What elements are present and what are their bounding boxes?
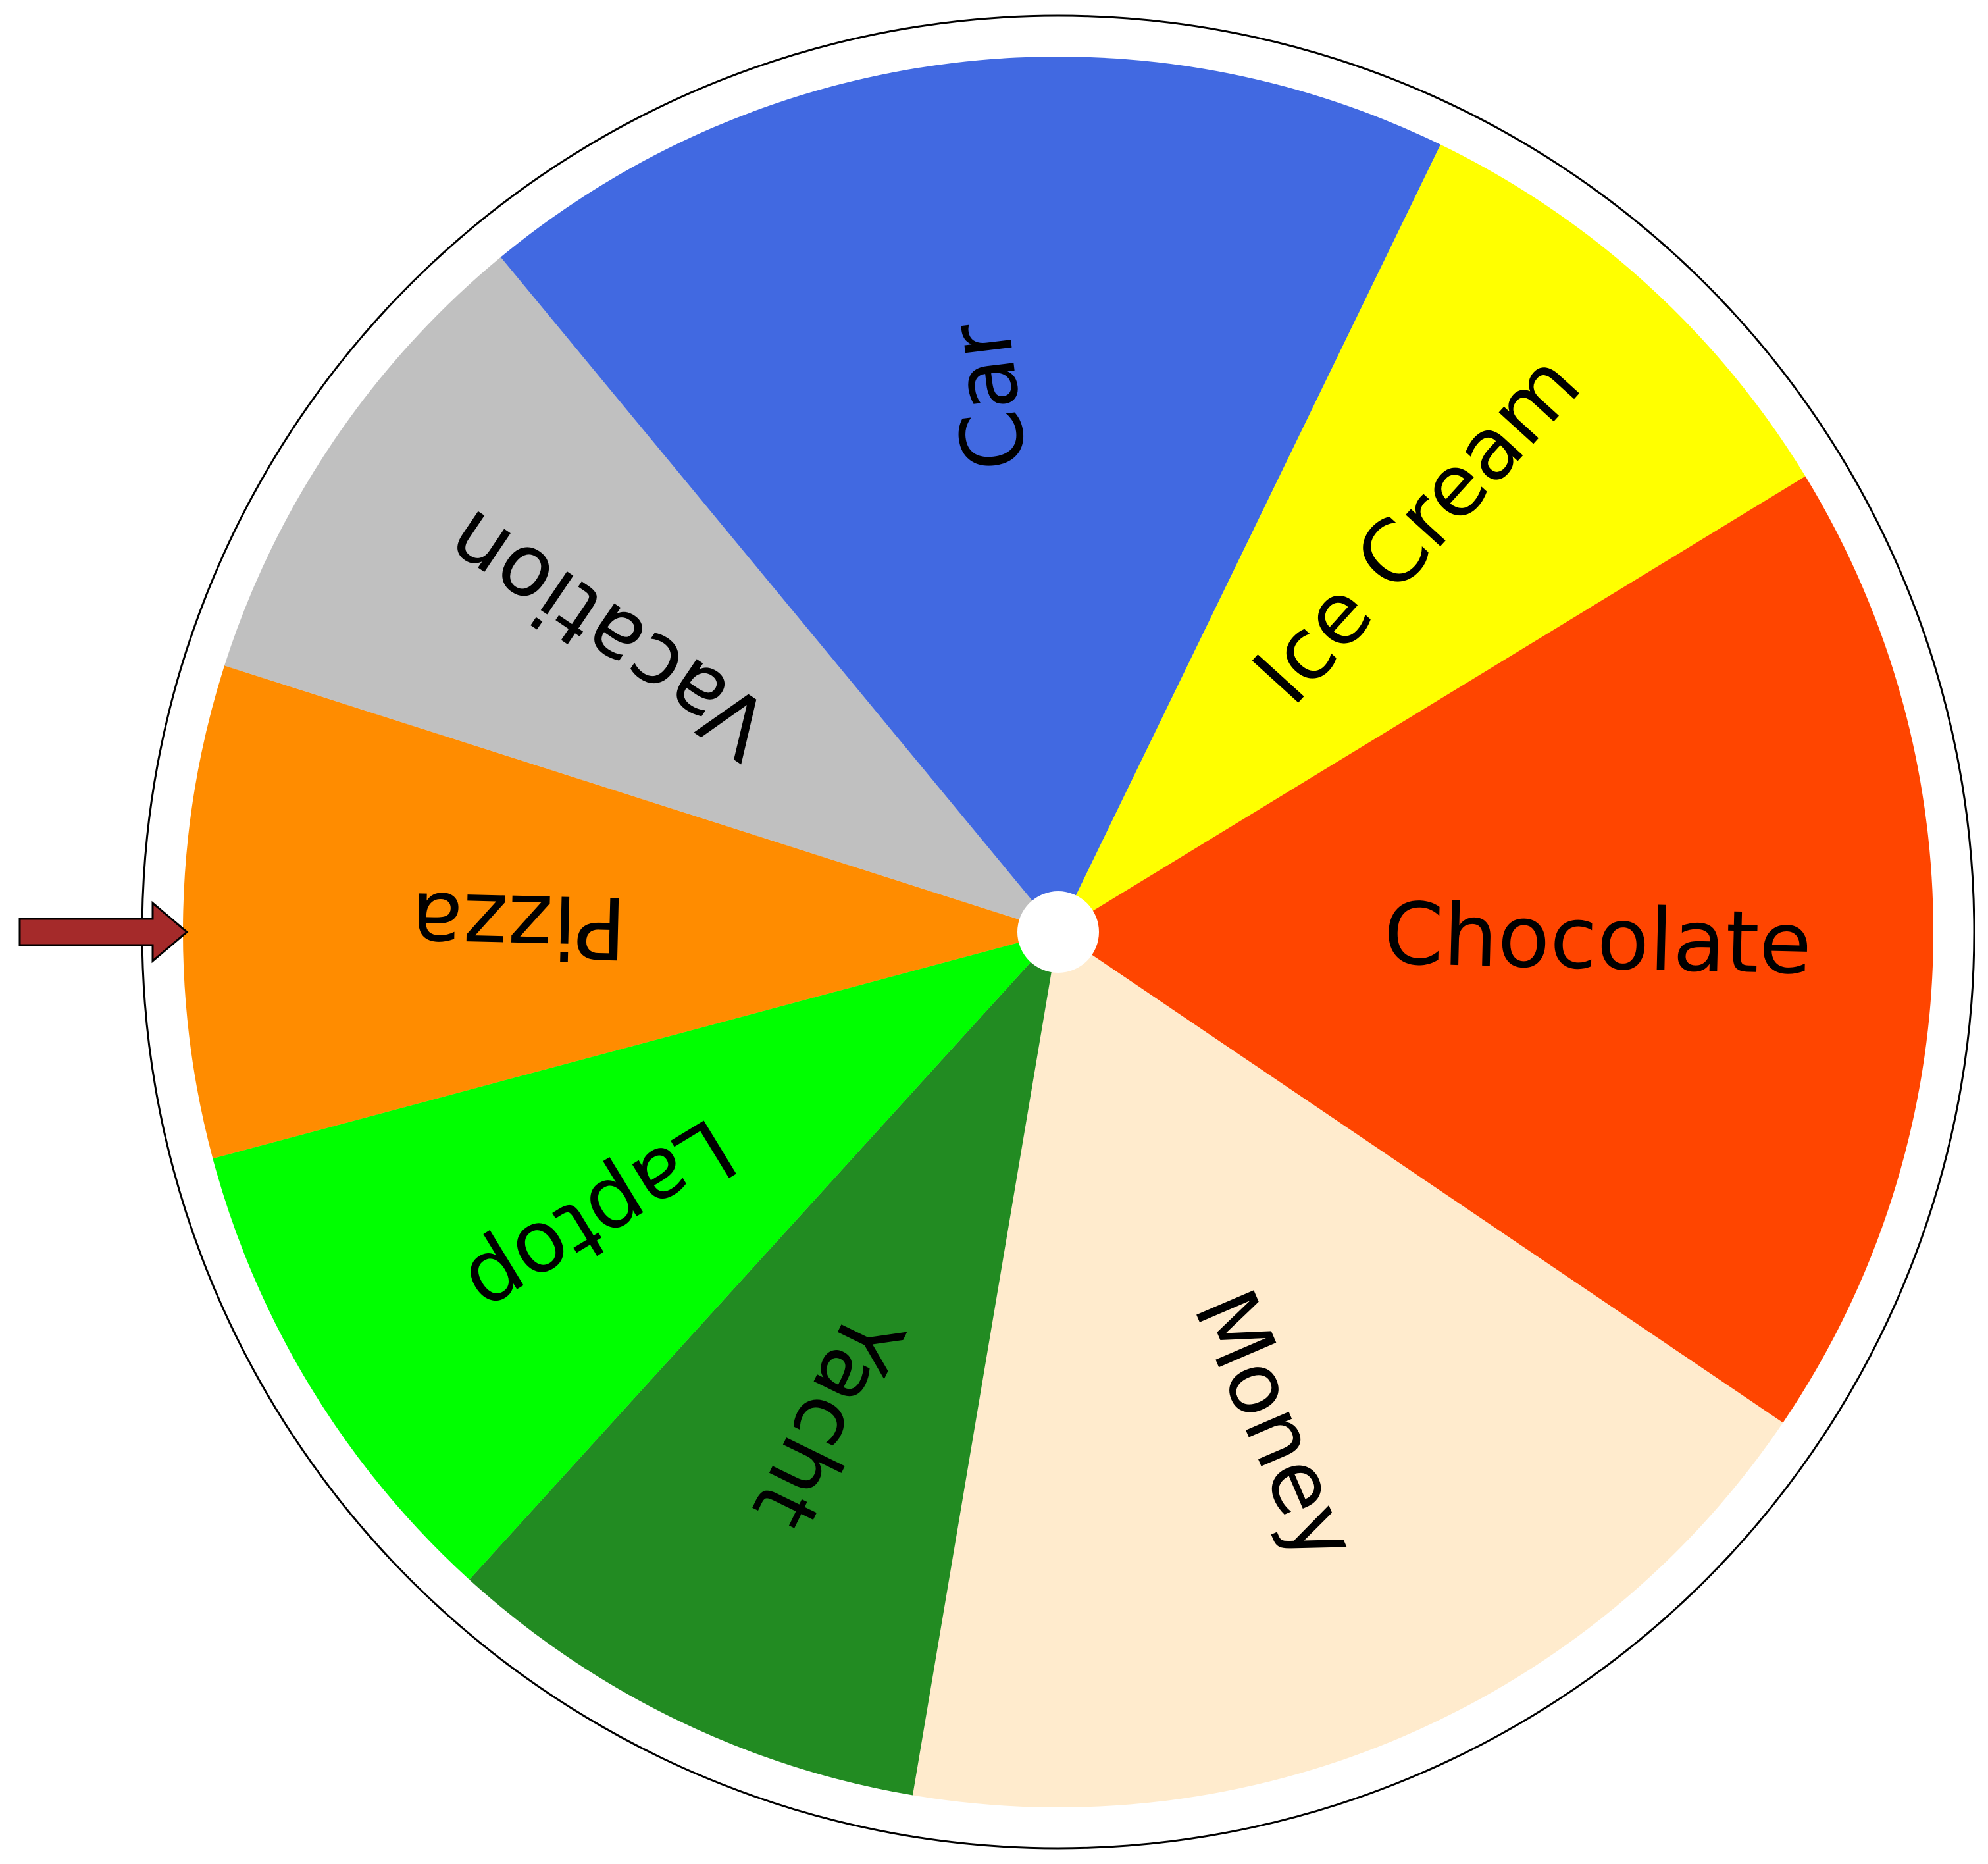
segment-label-chocolate: Chocolate [1383, 883, 1813, 993]
segment-car [500, 56, 1441, 932]
segment-money [912, 932, 1783, 1807]
segment-pizza [183, 665, 1058, 1159]
segment-vacation [224, 257, 1058, 932]
arrow-right-icon [18, 900, 189, 964]
segment-chocolate [1058, 476, 1934, 1423]
segment-label-pizza: Pizza [409, 873, 627, 978]
segment-laptop [213, 932, 1059, 1580]
segment-yacht [469, 932, 1058, 1796]
segment-label-car: Car [929, 317, 1046, 476]
segment-ice-cream [1058, 144, 1806, 932]
wheel-hub[interactable] [1017, 891, 1099, 973]
